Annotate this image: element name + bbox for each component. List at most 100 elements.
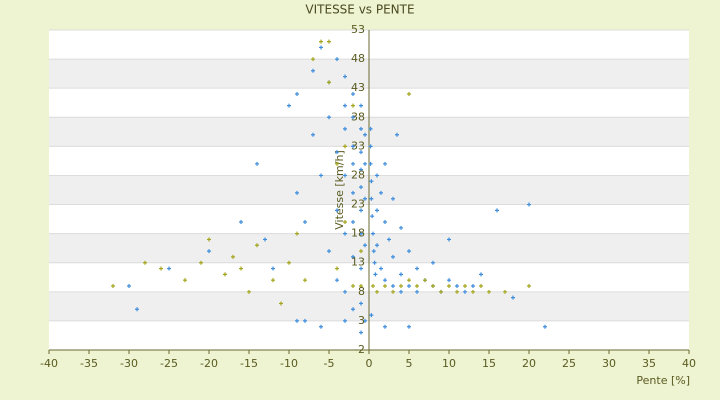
x-tick-label: -10	[280, 357, 298, 370]
y-tick-label: 13	[351, 256, 365, 269]
data-point	[199, 260, 203, 265]
data-point	[373, 272, 378, 277]
data-point	[351, 307, 355, 312]
x-tick-label: 20	[522, 357, 536, 370]
y-tick-label: 53	[351, 23, 365, 36]
y-tick-label: 33	[351, 139, 365, 152]
data-point	[479, 284, 483, 288]
data-point	[463, 289, 467, 294]
data-point	[351, 190, 355, 195]
data-point	[343, 318, 347, 323]
data-point	[395, 132, 399, 137]
data-point	[415, 266, 419, 271]
data-point	[391, 196, 395, 201]
data-point	[359, 103, 363, 108]
data-point	[399, 225, 403, 230]
data-point	[303, 220, 307, 224]
data-point	[407, 92, 411, 96]
data-point	[111, 284, 115, 288]
y-axis-title: Vitesse [km/h]	[333, 150, 346, 230]
y-tick-label: 38	[351, 110, 365, 123]
data-point	[387, 237, 391, 242]
data-point	[375, 173, 379, 178]
data-point	[159, 266, 163, 271]
data-point	[343, 173, 347, 178]
data-point	[207, 249, 211, 254]
data-point	[279, 301, 283, 306]
data-point	[383, 324, 387, 329]
data-point	[407, 249, 411, 254]
data-point	[383, 278, 387, 283]
data-point	[372, 260, 377, 265]
data-point	[527, 284, 531, 288]
data-point	[223, 272, 227, 277]
data-point	[363, 196, 367, 201]
data-point	[255, 161, 259, 166]
data-point	[375, 208, 379, 213]
data-point	[368, 126, 373, 131]
y-tick-label: -2	[354, 343, 365, 356]
data-point	[455, 284, 459, 288]
data-point	[487, 289, 491, 294]
data-point	[447, 237, 451, 242]
data-point	[295, 92, 299, 96]
data-point	[415, 289, 419, 294]
data-point	[295, 190, 299, 195]
data-point	[447, 278, 451, 283]
data-point	[359, 150, 363, 155]
data-point	[407, 324, 411, 329]
x-tick-label: 30	[602, 357, 616, 370]
data-point	[369, 196, 374, 201]
data-point	[359, 126, 363, 131]
data-point	[379, 266, 383, 271]
data-point	[431, 260, 435, 265]
data-point	[351, 220, 355, 224]
data-point	[455, 289, 459, 294]
data-point	[343, 289, 347, 294]
data-point	[343, 231, 347, 236]
data-point	[207, 237, 211, 242]
data-point	[335, 266, 339, 271]
data-point	[351, 161, 355, 166]
x-tick-label: 35	[642, 357, 656, 370]
data-point	[371, 249, 376, 254]
data-point	[368, 144, 373, 149]
data-point	[431, 284, 435, 288]
y-tick-label: 18	[351, 227, 365, 240]
data-point	[391, 289, 395, 294]
data-point	[479, 272, 483, 277]
data-point	[343, 126, 347, 131]
data-point	[368, 161, 373, 166]
x-tick-label: 25	[562, 357, 576, 370]
data-point	[471, 289, 475, 294]
x-axis-title: Pente [%]	[636, 374, 690, 387]
data-point	[231, 254, 235, 259]
data-point	[399, 289, 403, 294]
data-point	[527, 202, 531, 207]
x-tick-label: 15	[482, 357, 496, 370]
data-point	[287, 103, 291, 108]
data-point	[391, 284, 395, 288]
data-point	[327, 249, 331, 254]
data-point	[135, 307, 139, 312]
data-point	[319, 324, 323, 329]
data-point	[255, 243, 259, 248]
data-point	[383, 220, 387, 224]
data-point	[167, 266, 171, 271]
data-point	[359, 284, 363, 288]
data-point	[343, 74, 347, 79]
data-point	[351, 92, 355, 96]
data-point	[303, 278, 307, 283]
data-point	[359, 208, 363, 213]
data-point	[319, 39, 323, 44]
data-point	[363, 161, 367, 166]
data-point	[335, 57, 339, 62]
data-point	[359, 231, 363, 236]
data-point	[379, 190, 383, 195]
data-point	[319, 173, 323, 178]
data-point	[351, 284, 355, 288]
data-point	[383, 284, 387, 288]
data-point	[359, 185, 363, 190]
data-point	[495, 208, 499, 213]
